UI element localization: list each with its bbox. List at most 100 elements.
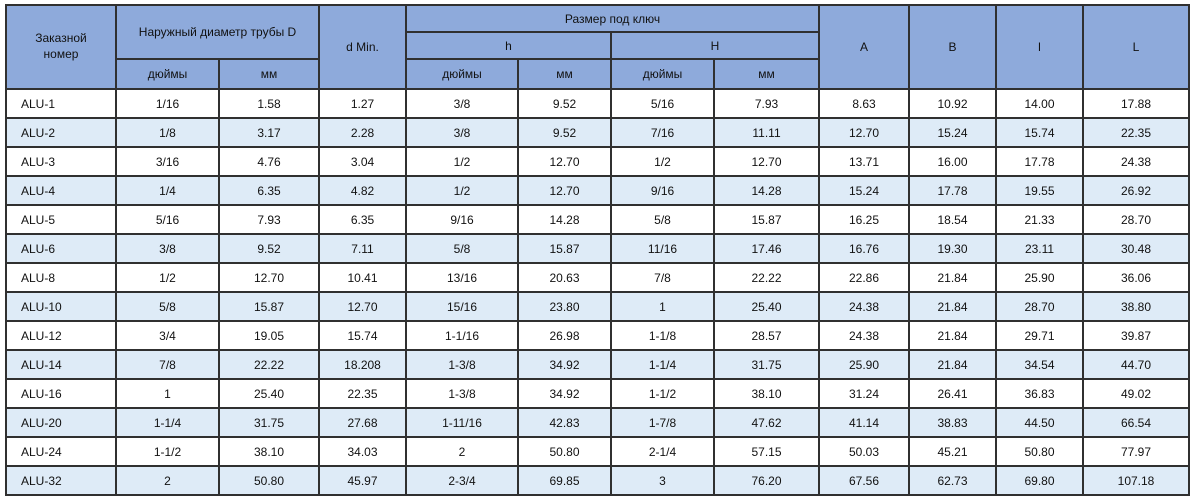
cell-order-number: ALU-8 bbox=[5, 262, 117, 293]
cell-outer-diameter-inches: 7/8 bbox=[115, 349, 220, 380]
cell-H-mm: 11.11 bbox=[712, 117, 821, 148]
cell-order-number: ALU-6 bbox=[5, 233, 117, 264]
cell-L: 36.06 bbox=[1082, 262, 1191, 293]
cell-H-mm: 22.22 bbox=[712, 262, 821, 293]
cell-A: 41.14 bbox=[818, 407, 911, 438]
cell-outer-diameter-mm: 25.40 bbox=[218, 378, 320, 409]
table-row: ALU-2 1/8 3.17 2.28 3/8 9.52 7/16 11.11 12.70 15.… bbox=[5, 117, 1191, 148]
cell-h-mm: 12.70 bbox=[517, 175, 612, 206]
table-body: ALU-1 1/16 1.58 1.27 3/8 9.52 5/16 7.93 8.63 10.9… bbox=[5, 88, 1191, 496]
cell-A: 8.63 bbox=[818, 88, 911, 119]
cell-outer-diameter-mm: 3.17 bbox=[218, 117, 320, 148]
cell-A: 31.24 bbox=[818, 378, 911, 409]
cell-outer-diameter-inches: 1/2 bbox=[115, 262, 220, 293]
cell-h-inches: 3/8 bbox=[405, 117, 519, 148]
cell-B: 26.41 bbox=[908, 378, 998, 409]
header-d-inches: дюймы bbox=[115, 58, 220, 90]
cell-l: 15.74 bbox=[995, 117, 1085, 148]
cell-H-mm: 14.28 bbox=[712, 175, 821, 206]
cell-L: 22.35 bbox=[1082, 117, 1191, 148]
cell-A: 22.86 bbox=[818, 262, 911, 293]
cell-h-mm: 14.28 bbox=[517, 204, 612, 235]
cell-h-inches: 5/8 bbox=[405, 233, 519, 264]
cell-h-inches: 9/16 bbox=[405, 204, 519, 235]
cell-outer-diameter-mm: 19.05 bbox=[218, 320, 320, 351]
cell-d-min: 18.208 bbox=[318, 349, 407, 380]
cell-H-mm: 25.40 bbox=[712, 291, 821, 322]
cell-order-number: ALU-4 bbox=[5, 175, 117, 206]
cell-H-inches: 2-1/4 bbox=[610, 436, 715, 467]
cell-l: 34.54 bbox=[995, 349, 1085, 380]
cell-H-inches: 5/16 bbox=[610, 88, 715, 119]
cell-H-mm: 28.57 bbox=[712, 320, 821, 351]
cell-order-number: ALU-2 bbox=[5, 117, 117, 148]
cell-outer-diameter-inches: 3/8 bbox=[115, 233, 220, 264]
cell-L: 26.92 bbox=[1082, 175, 1191, 206]
cell-l: 29.71 bbox=[995, 320, 1085, 351]
cell-h-mm: 9.52 bbox=[517, 117, 612, 148]
cell-outer-diameter-mm: 22.22 bbox=[218, 349, 320, 380]
cell-B: 21.84 bbox=[908, 262, 998, 293]
cell-H-inches: 11/16 bbox=[610, 233, 715, 264]
cell-outer-diameter-inches: 1/8 bbox=[115, 117, 220, 148]
cell-order-number: ALU-16 bbox=[5, 378, 117, 409]
cell-L: 66.54 bbox=[1082, 407, 1191, 438]
cell-A: 24.38 bbox=[818, 320, 911, 351]
header-h-big: H bbox=[609, 31, 821, 60]
cell-h-inches: 1-3/8 bbox=[405, 349, 519, 380]
table-row: ALU-20 1-1/4 31.75 27.68 1-11/16 42.83 1-7/8 47… bbox=[5, 407, 1191, 438]
cell-l: 36.83 bbox=[995, 378, 1085, 409]
header-b: B bbox=[908, 4, 998, 90]
cell-h-mm: 12.70 bbox=[517, 146, 612, 177]
cell-A: 67.56 bbox=[818, 465, 911, 496]
cell-B: 38.83 bbox=[908, 407, 998, 438]
cell-L: 24.38 bbox=[1082, 146, 1191, 177]
cell-d-min: 27.68 bbox=[318, 407, 407, 438]
header-order-number-label: Заказной номер bbox=[35, 31, 87, 61]
cell-d-min: 2.28 bbox=[318, 117, 407, 148]
cell-H-inches: 3 bbox=[610, 465, 715, 496]
table-row: ALU-32 2 50.80 45.97 2-3/4 69.85 3 76.20 67.56 62… bbox=[5, 465, 1191, 496]
table-row: ALU-12 3/4 19.05 15.74 1-1/16 26.98 1-1/8 28.57… bbox=[5, 320, 1191, 351]
cell-h-inches: 1-11/16 bbox=[405, 407, 519, 438]
table-row: ALU-1 1/16 1.58 1.27 3/8 9.52 5/16 7.93 8.63 10.9… bbox=[5, 88, 1191, 119]
cell-order-number: ALU-14 bbox=[5, 349, 117, 380]
cell-d-min: 15.74 bbox=[318, 320, 407, 351]
cell-d-min: 10.41 bbox=[318, 262, 407, 293]
cell-outer-diameter-inches: 1 bbox=[115, 378, 220, 409]
cell-h-inches: 1-3/8 bbox=[405, 378, 519, 409]
cell-H-inches: 1-7/8 bbox=[610, 407, 715, 438]
cell-H-inches: 9/16 bbox=[610, 175, 715, 206]
cell-h-inches: 3/8 bbox=[405, 88, 519, 119]
cell-l: 14.00 bbox=[995, 88, 1085, 119]
cell-A: 16.25 bbox=[818, 204, 911, 235]
cell-outer-diameter-inches: 5/16 bbox=[115, 204, 220, 235]
cell-l: 28.70 bbox=[995, 291, 1085, 322]
header-a: A bbox=[818, 4, 911, 90]
cell-l: 50.80 bbox=[995, 436, 1085, 467]
cell-outer-diameter-mm: 1.58 bbox=[218, 88, 320, 119]
cell-B: 17.78 bbox=[908, 175, 998, 206]
cell-L: 39.87 bbox=[1082, 320, 1191, 351]
header-l-small: l bbox=[995, 4, 1085, 90]
cell-h-mm: 50.80 bbox=[517, 436, 612, 467]
header-d-mm: мм bbox=[218, 58, 320, 90]
cell-H-inches: 7/16 bbox=[610, 117, 715, 148]
cell-d-min: 45.97 bbox=[318, 465, 407, 496]
cell-outer-diameter-mm: 38.10 bbox=[218, 436, 320, 467]
cell-h-mm: 20.63 bbox=[517, 262, 612, 293]
cell-h-inches: 13/16 bbox=[405, 262, 519, 293]
cell-B: 16.00 bbox=[908, 146, 998, 177]
cell-A: 16.76 bbox=[818, 233, 911, 264]
cell-l: 19.55 bbox=[995, 175, 1085, 206]
cell-h-inches: 2 bbox=[405, 436, 519, 467]
cell-L: 38.80 bbox=[1082, 291, 1191, 322]
cell-outer-diameter-mm: 15.87 bbox=[218, 291, 320, 322]
cell-h-mm: 34.92 bbox=[517, 349, 612, 380]
cell-B: 62.73 bbox=[908, 465, 998, 496]
cell-l: 44.50 bbox=[995, 407, 1085, 438]
cell-H-inches: 7/8 bbox=[610, 262, 715, 293]
cell-H-mm: 76.20 bbox=[712, 465, 821, 496]
cell-l: 21.33 bbox=[995, 204, 1085, 235]
cell-d-min: 7.11 bbox=[318, 233, 407, 264]
